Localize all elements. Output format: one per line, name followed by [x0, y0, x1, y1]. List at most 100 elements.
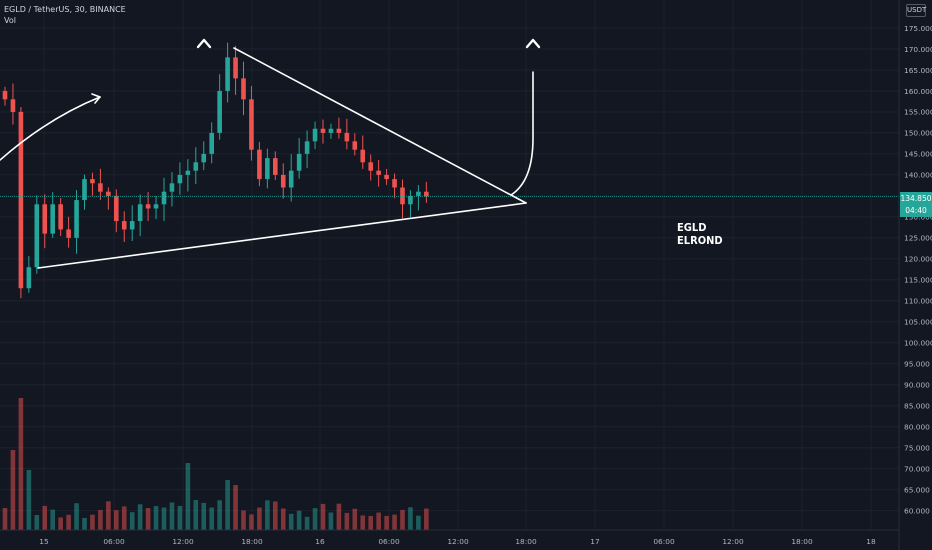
candle-body [82, 179, 87, 201]
volume-bar [328, 512, 334, 530]
last-price-tag: 134.850 [900, 192, 932, 205]
candle-body [392, 179, 397, 188]
price-tick-label: 75.000 [904, 444, 930, 453]
candle-body [10, 99, 16, 112]
volume-bar [392, 514, 397, 530]
time-tick-label: 18 [866, 537, 876, 546]
volume-bar [416, 515, 421, 530]
time-tick-label: 18:00 [515, 537, 537, 546]
arrow-head-left [91, 93, 101, 104]
volume-bar [209, 507, 214, 530]
candle-body [320, 128, 326, 133]
candle-body [328, 128, 334, 133]
volume-bar [82, 517, 87, 530]
candle-body [273, 158, 278, 175]
price-tick-label: 160.000 [904, 87, 932, 96]
volume-bar [10, 450, 16, 530]
peak-marker-left [196, 38, 212, 49]
candle-body [352, 141, 358, 150]
price-axis-ticks: 175.000 170.000 165.000 160.000 155.000 150.0… [904, 24, 932, 516]
candle-body [42, 204, 48, 234]
volume-bar [161, 507, 167, 530]
volume-bar [296, 510, 302, 530]
candle-body [280, 174, 286, 188]
candle-body [74, 200, 79, 238]
candle-body [304, 141, 310, 154]
volume-bar [225, 480, 230, 530]
volume-bar [2, 507, 8, 530]
candle-body [193, 162, 199, 171]
candle-body [18, 111, 24, 289]
volume-bar [288, 513, 294, 530]
annotation-line-2: ELROND [677, 234, 723, 247]
volume-bar [129, 512, 135, 530]
volume-bar [233, 485, 238, 530]
volume-bar [98, 510, 103, 530]
price-tick-label: 80.000 [904, 423, 930, 432]
volume-bar [121, 506, 127, 530]
volume-bar [400, 509, 405, 530]
time-tick-label: 06:00 [103, 537, 125, 546]
drawings-layer [0, 38, 541, 269]
candle-body [161, 191, 167, 205]
candle-body [66, 229, 71, 238]
candle-body [400, 187, 405, 205]
volume-bar [368, 515, 373, 530]
price-tick-label: 130.000 [904, 213, 932, 222]
candle-body [153, 204, 159, 209]
candle-body [169, 183, 175, 192]
volume-bar [408, 507, 413, 530]
candle-body [225, 57, 230, 91]
volume-bar [320, 503, 326, 530]
symbol-title[interactable]: EGLD / TetherUS, 30, BINANCE [4, 5, 126, 14]
candle-body [209, 132, 214, 154]
volume-bar [153, 506, 159, 530]
candle-body [2, 90, 8, 100]
volume-bar [201, 502, 207, 530]
bar-countdown-tag: 04:40 [900, 205, 932, 217]
volume-bar [185, 463, 191, 530]
price-tick-label: 65.000 [904, 485, 930, 494]
candle-body [129, 221, 135, 230]
candle-body [185, 170, 191, 175]
chart-annotation[interactable]: EGLD ELROND [677, 221, 723, 247]
volume-bar [249, 514, 254, 530]
peak-marker-right [525, 38, 541, 49]
currency-unit-label[interactable]: USDT [906, 4, 926, 17]
candle-body [408, 195, 413, 205]
triangle-lower-trendline [37, 202, 527, 269]
volume-bar [50, 509, 55, 530]
candle-body [376, 170, 381, 175]
candle-body [26, 267, 32, 289]
price-tick-label: 60.000 [904, 506, 930, 515]
time-tick-label: 15 [39, 537, 49, 546]
time-axis-ticks: 15 06:00 12:00 18:00 16 06:00 12:00 18:00 17 06:0… [39, 537, 876, 546]
time-tick-label: 12:00 [447, 537, 469, 546]
candle-body [90, 179, 95, 184]
price-tick-label: 85.000 [904, 402, 930, 411]
candle-body [201, 153, 207, 163]
candle-body [241, 78, 246, 100]
volume-bar [137, 504, 143, 530]
volume-bar [193, 500, 199, 530]
price-tick-label: 95.000 [904, 360, 930, 369]
volume-bar [90, 514, 95, 530]
price-tick-label: 115.000 [904, 276, 932, 285]
candle-body [257, 149, 262, 180]
price-tick-label: 125.000 [904, 234, 932, 243]
time-tick-label: 16 [315, 537, 325, 546]
price-tick-label: 155.000 [904, 108, 932, 117]
candle-body [145, 204, 151, 209]
time-tick-label: 12:00 [722, 537, 744, 546]
candle-body [34, 204, 40, 268]
candle-body [50, 204, 55, 234]
price-tick-label: 140.000 [904, 171, 932, 180]
volume-legend[interactable]: Vol [4, 16, 16, 25]
candle-body [58, 204, 63, 230]
volume-bar [106, 501, 111, 530]
price-tick-label: 145.000 [904, 150, 932, 159]
chart-grid [0, 0, 899, 530]
price-tick-label: 100.000 [904, 339, 932, 348]
time-tick-label: 18:00 [241, 537, 263, 546]
